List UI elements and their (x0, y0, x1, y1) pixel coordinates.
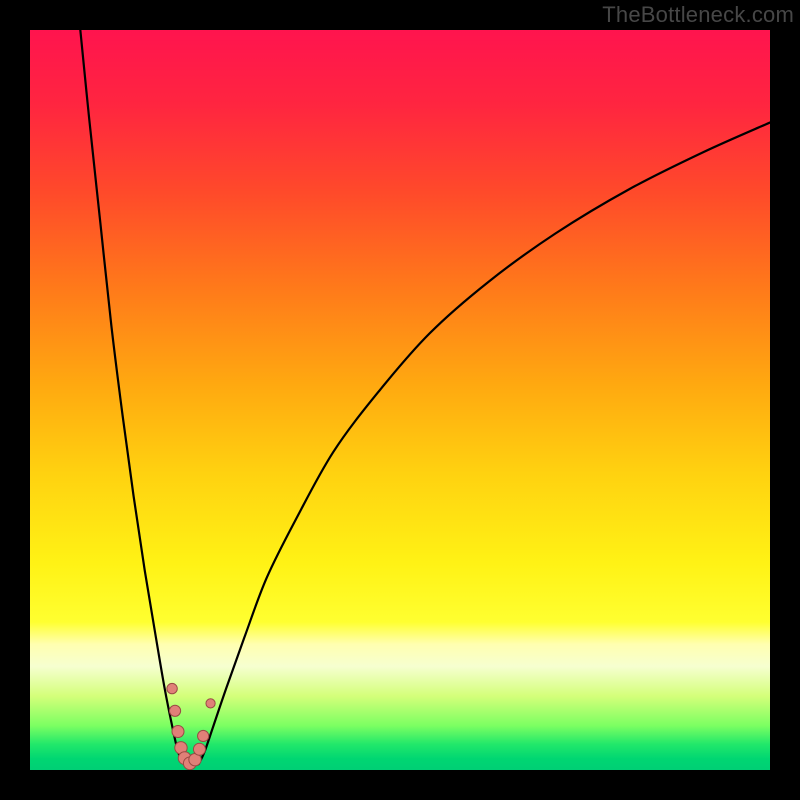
curve-left (80, 30, 184, 764)
plot-area (30, 30, 770, 770)
stage: TheBottleneck.com (0, 0, 800, 800)
bead (169, 705, 180, 716)
bead (172, 726, 184, 738)
beads-group (167, 683, 215, 769)
plot-svg (30, 30, 770, 770)
curve-right (199, 123, 770, 765)
bead (206, 699, 215, 708)
attribution-text: TheBottleneck.com (602, 2, 794, 28)
bead (167, 683, 177, 693)
bead (198, 730, 209, 741)
bead (193, 743, 205, 755)
